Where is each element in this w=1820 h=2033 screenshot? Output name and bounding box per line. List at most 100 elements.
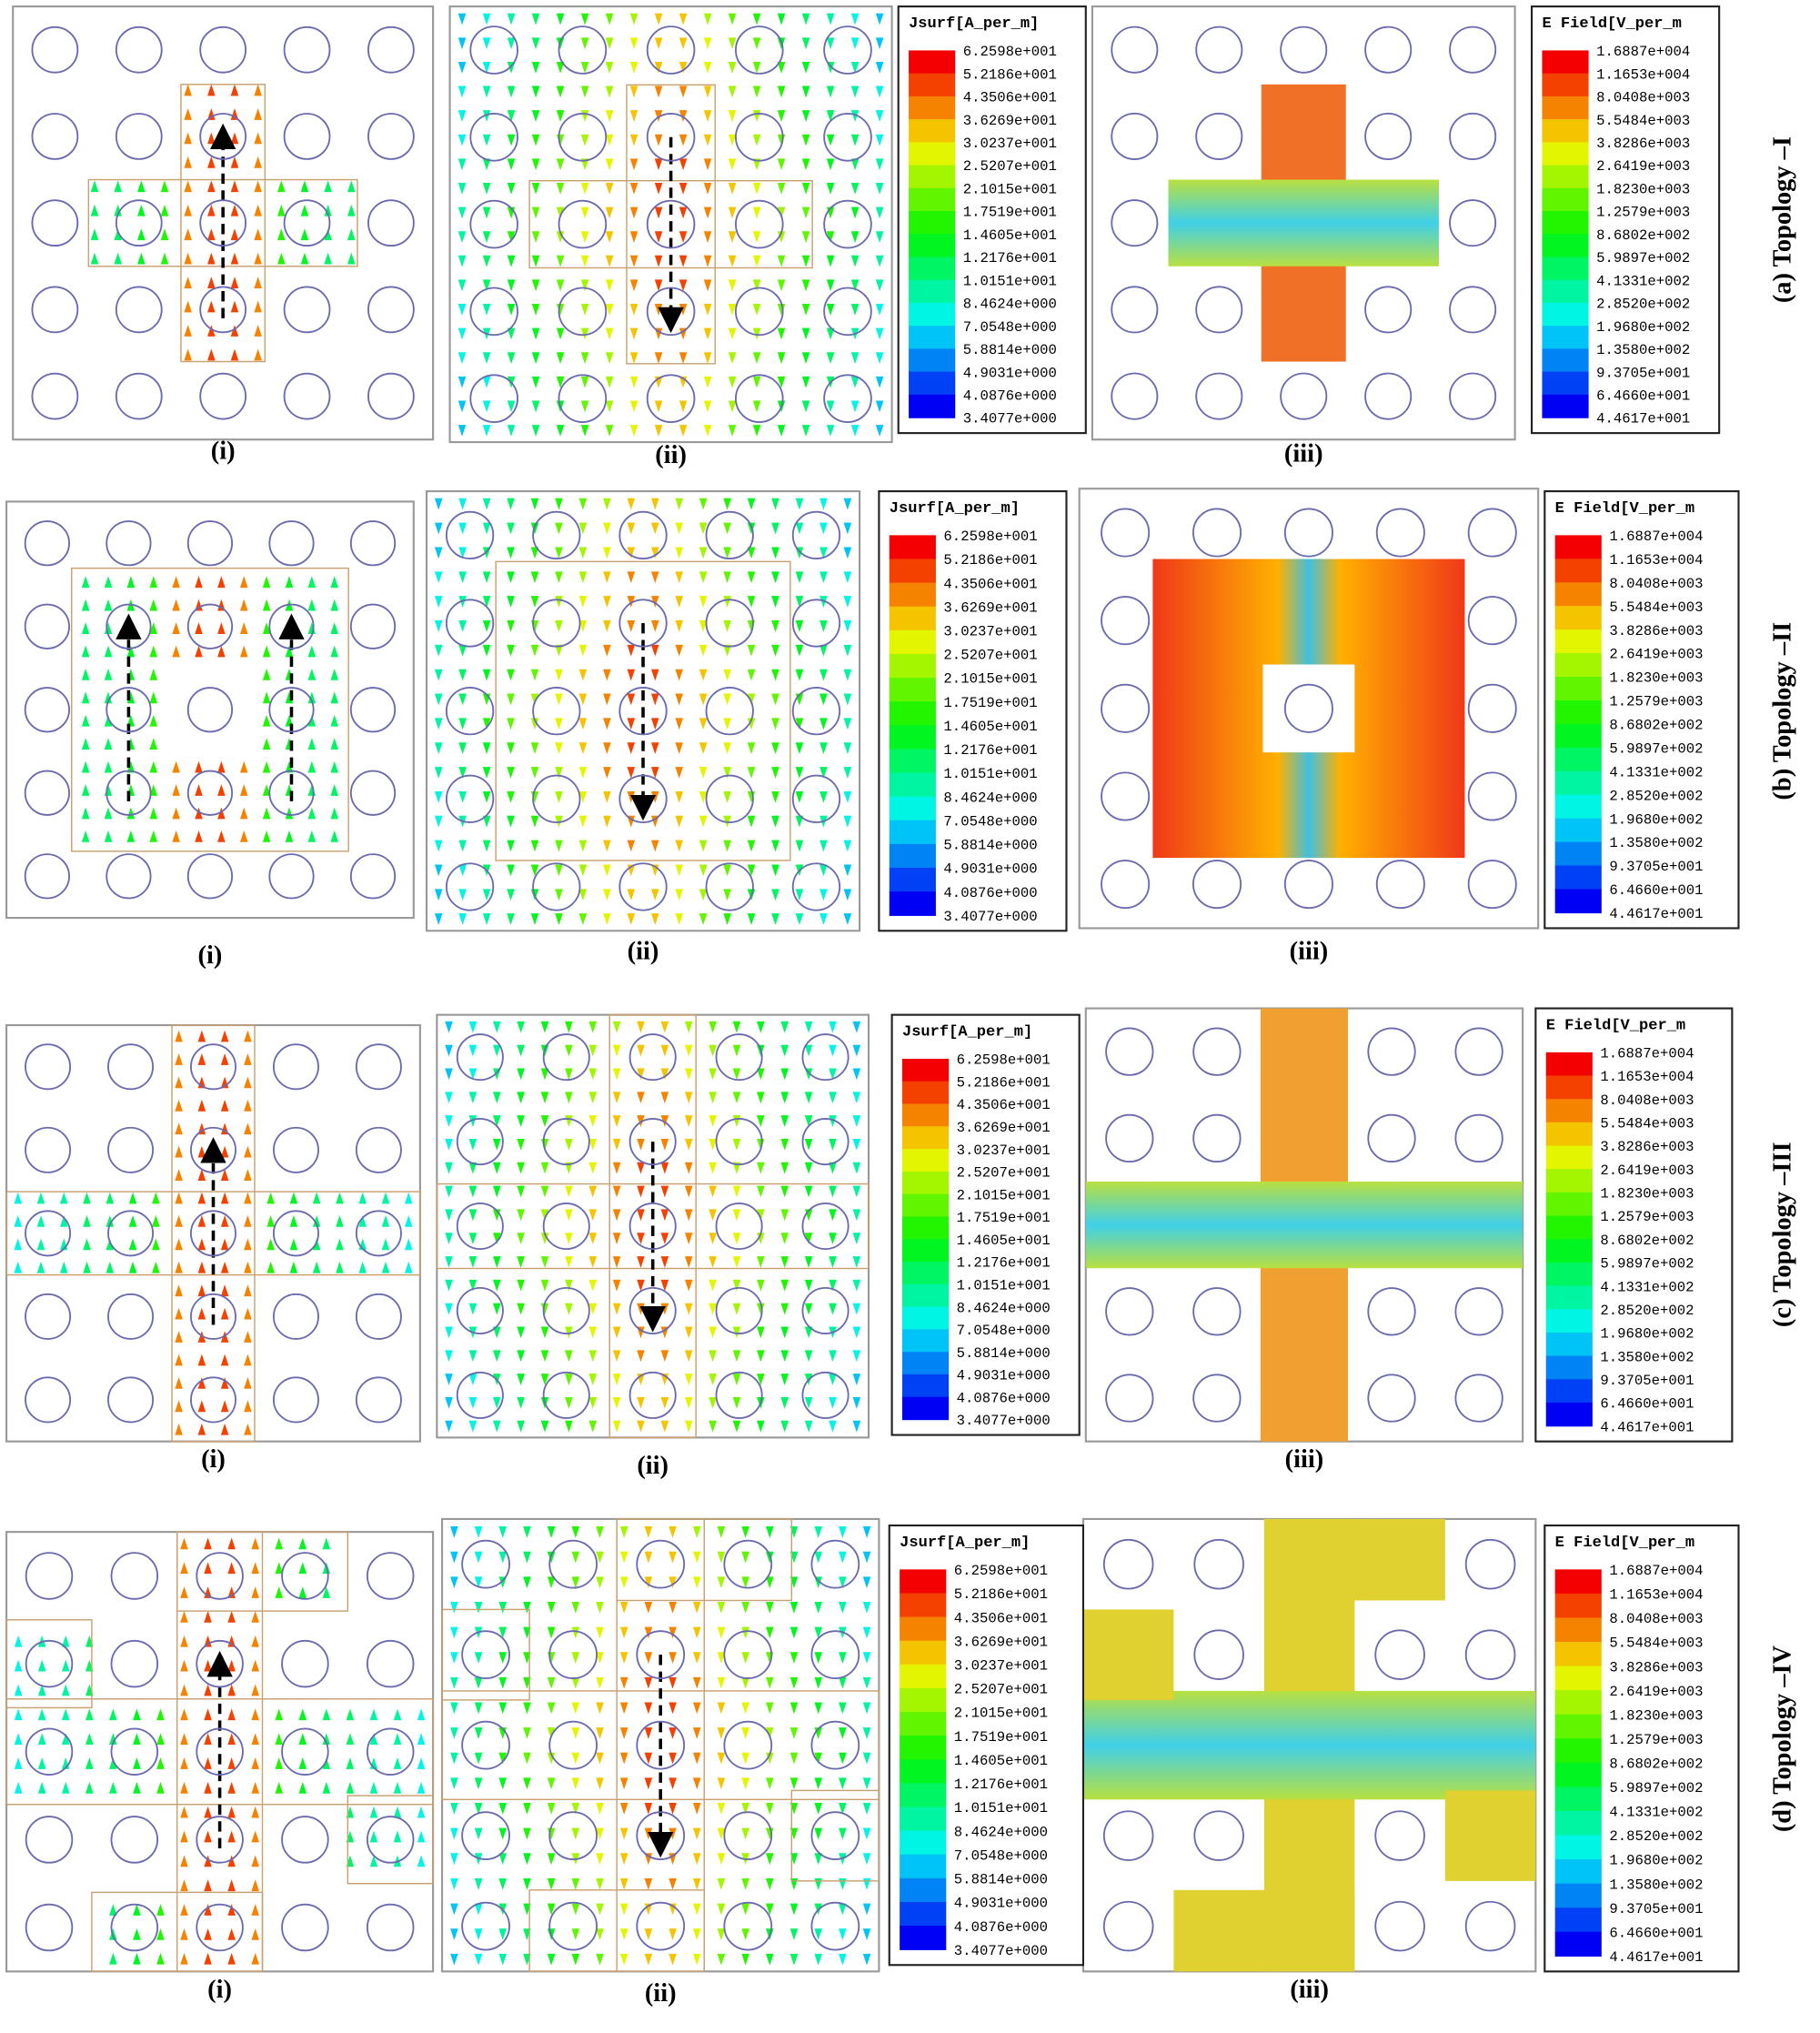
current-arrow [752, 279, 761, 292]
current-arrow [801, 376, 810, 388]
current-arrow [106, 1261, 115, 1273]
current-arrow [675, 790, 683, 803]
current-arrow [307, 669, 317, 680]
current-arrow [266, 1192, 275, 1204]
pin-circle [1364, 112, 1413, 160]
current-arrow [468, 1092, 478, 1104]
current-arrow [14, 1215, 23, 1227]
pin-circle [349, 853, 397, 900]
pin-circle [190, 1376, 236, 1424]
current-arrow [330, 576, 338, 589]
current-arrow [393, 1830, 402, 1843]
legend-label: 4.4617e+001 [1600, 1419, 1694, 1435]
current-arrow [588, 1326, 598, 1339]
current-arrow [684, 1115, 693, 1127]
current-arrow [285, 714, 294, 727]
current-arrow [172, 830, 180, 842]
panel-label: (i) [211, 438, 236, 466]
current-arrow [175, 1169, 183, 1181]
current-arrow [660, 1021, 669, 1033]
legend-label: 1.1653e+004 [1609, 552, 1703, 569]
current-arrow [741, 1928, 749, 1941]
current-arrow [757, 1209, 765, 1222]
current-arrow [843, 669, 852, 681]
current-arrow [156, 1733, 165, 1746]
pin-circle [548, 1630, 598, 1680]
current-arrow [507, 620, 515, 632]
panel-frame [5, 500, 415, 920]
current-arrow [728, 425, 737, 437]
current-arrow [404, 1215, 413, 1227]
current-arrow [829, 1279, 837, 1292]
current-arrow [81, 738, 90, 750]
current-arrow [650, 547, 659, 559]
current-arrow [862, 1576, 871, 1589]
current-arrow [565, 1326, 573, 1339]
current-arrow [347, 252, 356, 265]
current-arrow [556, 158, 565, 171]
current-arrow [298, 1562, 307, 1575]
legend-band [1542, 50, 1589, 75]
current-arrow [556, 279, 565, 292]
current-arrow [204, 1562, 212, 1575]
current-arrow [644, 1928, 653, 1941]
current-arrow [629, 425, 639, 437]
current-arrow [197, 1307, 206, 1320]
current-arrow [717, 1576, 726, 1589]
current-arrow [434, 498, 443, 510]
legend-label: 1.3580e+002 [1609, 1877, 1703, 1893]
current-arrow [540, 1233, 549, 1245]
current-arrow [346, 1757, 355, 1769]
pin-circle [1105, 1113, 1154, 1163]
pin-circle [1364, 25, 1413, 74]
current-arrow [771, 571, 779, 584]
current-arrow [507, 231, 516, 243]
current-arrow [684, 1326, 693, 1339]
current-arrow [482, 206, 491, 219]
pin-circle [199, 25, 247, 74]
current-arrow [289, 1192, 298, 1204]
current-arrow [530, 596, 539, 608]
current-arrow [493, 1326, 501, 1339]
current-arrow [862, 1752, 871, 1765]
current-arrow [829, 1138, 837, 1151]
current-arrow [128, 1215, 137, 1227]
current-arrow [650, 693, 659, 706]
current-arrow [580, 158, 589, 171]
current-arrow [571, 1827, 580, 1840]
current-arrow [175, 1053, 183, 1065]
legend-title: Jsurf[A_per_m] [890, 500, 1020, 518]
current-arrow [629, 37, 639, 50]
current-arrow [852, 1185, 861, 1198]
current-arrow [468, 1396, 478, 1409]
current-arrow [862, 1803, 871, 1815]
current-arrow [358, 1261, 367, 1273]
current-arrow [578, 790, 588, 803]
current-arrow [578, 742, 588, 755]
legend-band [1545, 1145, 1593, 1170]
current-arrow [780, 1279, 789, 1292]
current-arrow [251, 1781, 259, 1794]
current-arrow [450, 1551, 458, 1564]
current-arrow [468, 1279, 478, 1292]
current-arrow [596, 1903, 604, 1916]
pin-circle [268, 687, 315, 733]
current-arrow [251, 1659, 259, 1672]
current-arrow [36, 1238, 45, 1251]
current-arrow [468, 1420, 478, 1433]
current-arrow [254, 204, 262, 216]
current-arrow [603, 547, 611, 559]
current-arrow [277, 180, 286, 193]
current-arrow [629, 376, 639, 388]
current-arrow [227, 1927, 236, 1940]
legend-band [909, 348, 956, 373]
current-arrow [251, 1806, 259, 1818]
current-arrow [369, 1855, 378, 1867]
current-arrow [239, 760, 248, 773]
current-arrow [220, 1169, 229, 1181]
current-arrow [531, 304, 540, 316]
current-arrow [330, 807, 338, 820]
current-arrow [692, 1777, 701, 1790]
legend-band [901, 1283, 950, 1308]
legend-band [909, 234, 956, 258]
